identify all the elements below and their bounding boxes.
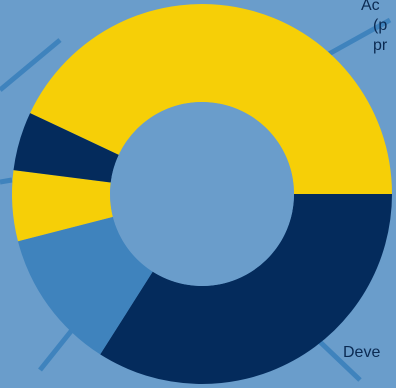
leader-line (316, 17, 392, 63)
donut-slice-3 (17, 216, 153, 355)
leader-line (0, 177, 13, 185)
donut-slice-5 (13, 113, 119, 183)
slice-label-line-2: (p (373, 17, 388, 34)
donut-slice-2 (100, 194, 393, 385)
leader-line (316, 338, 362, 382)
slice-label-top-right: Ac (p pr (361, 0, 387, 56)
donut-slice-1 (30, 4, 393, 195)
donut-hole (110, 102, 294, 286)
leader-line (0, 38, 62, 92)
slice-label-line-3: pr (373, 37, 388, 54)
slice-label-line-1: Ac (361, 0, 380, 14)
donut-slices (12, 4, 393, 385)
donut-slice-4 (12, 170, 113, 242)
slice-label-bottom-right: Deve (343, 344, 381, 361)
